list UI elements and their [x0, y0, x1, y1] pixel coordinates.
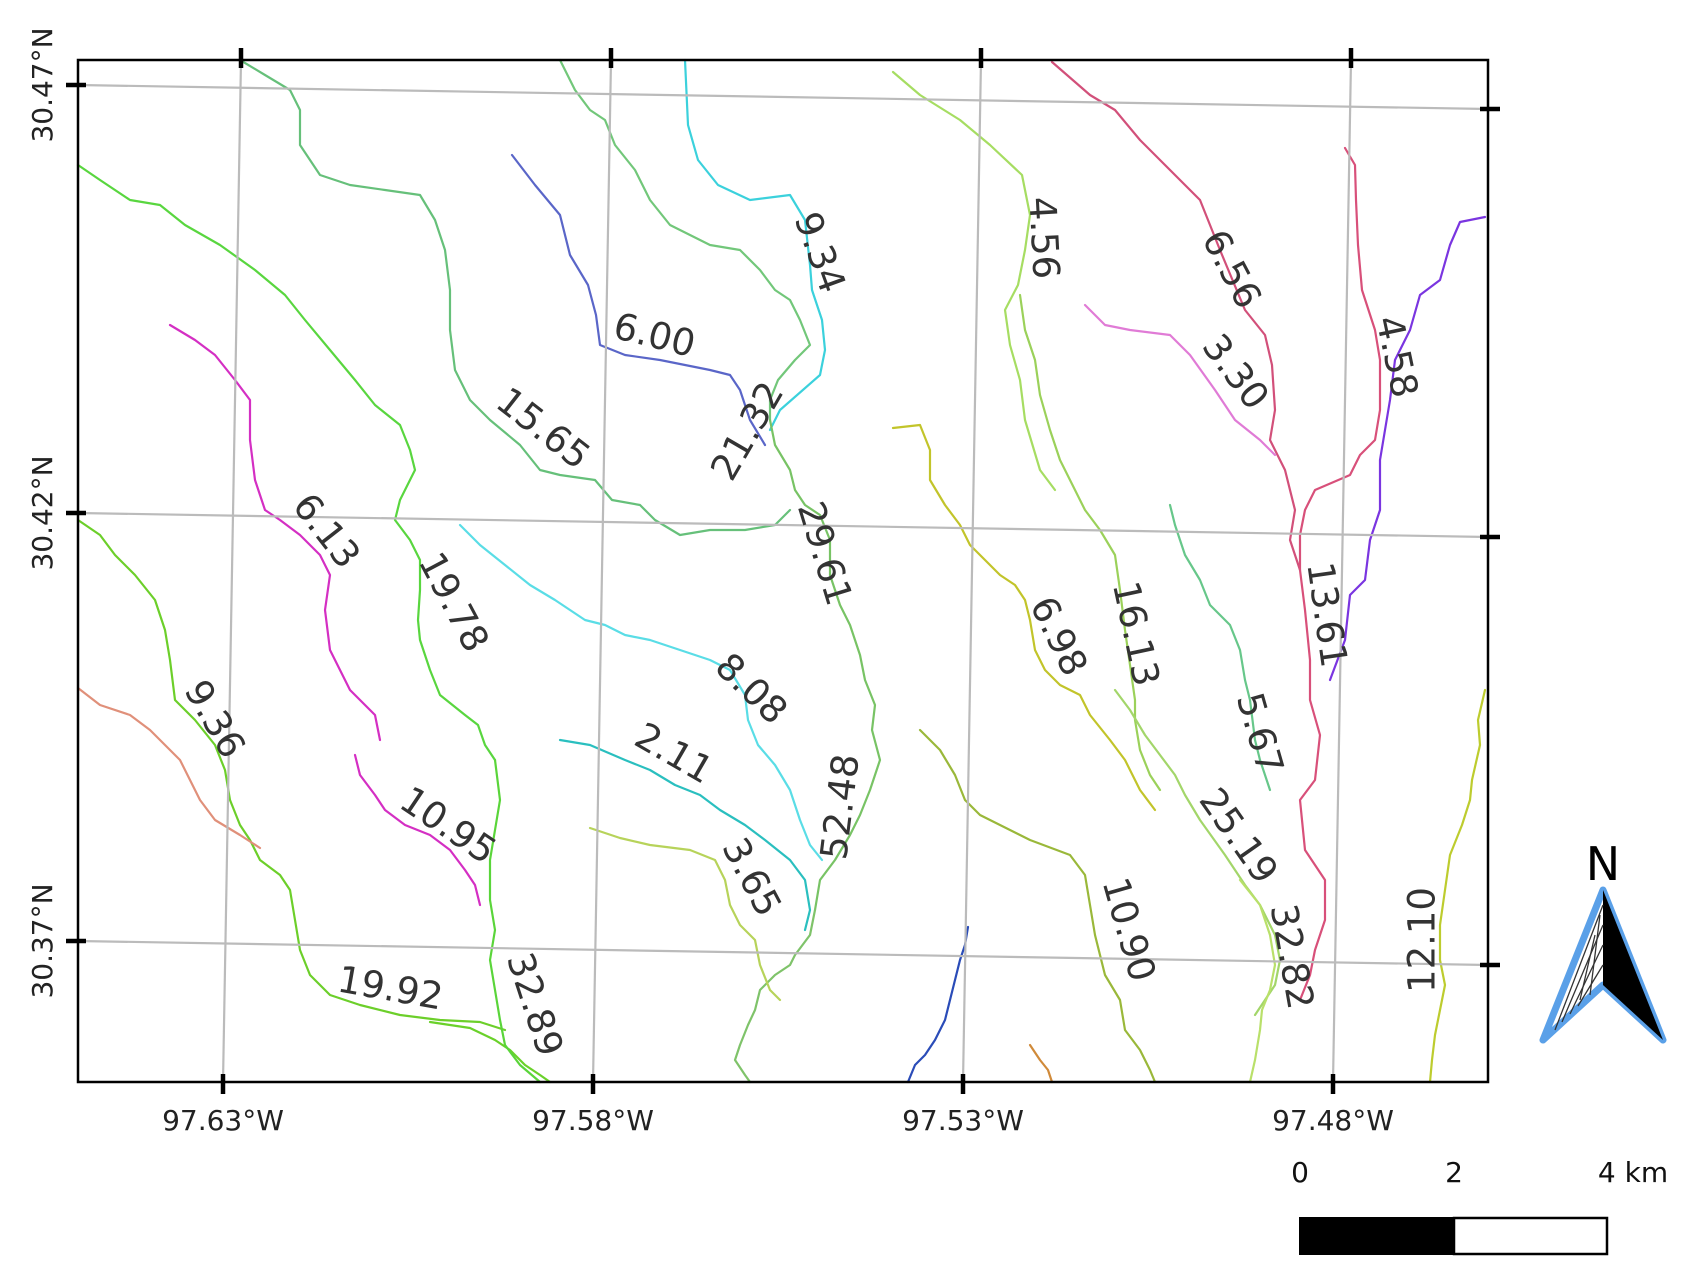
- stream-label-s2: 4.56: [1020, 196, 1067, 281]
- graticule: [77, 59, 1489, 1083]
- stream-s22: [588, 826, 782, 1002]
- stream-s27: [488, 758, 542, 1084]
- stream-s6: [1328, 215, 1487, 682]
- tick-marks: [66, 48, 1500, 1094]
- y-tick-label-3: 30.37°N: [26, 883, 59, 998]
- stream-s2: [891, 70, 1057, 492]
- stream-s20: [353, 753, 482, 907]
- stream-s21: [1113, 688, 1282, 1017]
- gridline-lat-2: [77, 511, 1489, 539]
- stream-s8: [558, 58, 812, 422]
- scale-tick-0: 0: [1291, 1156, 1309, 1189]
- stream-label-s25: 12.10: [1401, 887, 1444, 993]
- stream-s25: [1428, 688, 1487, 1084]
- gridline-lon-1: [221, 59, 243, 1083]
- north-label: N: [1586, 837, 1620, 891]
- y-tick-label-1: 30.47°N: [26, 27, 59, 142]
- x-axis-labels: 97.63°W 97.58°W 97.53°W 97.48°W: [162, 1104, 1394, 1137]
- gridline-lat-3: [77, 939, 1489, 967]
- stream-s17: [76, 518, 507, 1032]
- stream-s28: [76, 686, 262, 850]
- stream-s16: [1168, 503, 1272, 792]
- scale-bar-white-segment: [1452, 1216, 1609, 1256]
- map-panel: [78, 60, 1488, 1082]
- scale-bar: 0 2 4 km: [1291, 1156, 1668, 1256]
- y-axis-labels: 30.47°N 30.42°N 30.37°N: [26, 27, 59, 998]
- y-tick-label-2: 30.42°N: [26, 455, 59, 570]
- stream-s5: [1083, 303, 1277, 457]
- scale-bar-black-segment: [1299, 1217, 1455, 1255]
- stream-s1: [683, 58, 827, 432]
- north-arrow: N: [1539, 837, 1667, 1044]
- x-tick-label-3: 97.53°W: [902, 1104, 1024, 1137]
- gridline-lon-2: [591, 59, 613, 1083]
- stream-s11: [76, 163, 497, 762]
- x-tick-label-2: 97.58°W: [532, 1104, 654, 1137]
- stream-s29: [906, 925, 970, 1084]
- stream-s7: [238, 58, 792, 537]
- x-tick-label-1: 97.63°W: [162, 1104, 284, 1137]
- stream-s15: [458, 523, 824, 862]
- stream-s19: [733, 908, 817, 1084]
- gridline-lon-4: [1331, 59, 1353, 1083]
- scale-tick-4: 4 km: [1598, 1156, 1668, 1189]
- stream-s30: [1028, 1043, 1054, 1084]
- gridline-lon-3: [961, 59, 983, 1083]
- gridline-lat-1: [77, 83, 1489, 111]
- north-arrow-hatch: [1554, 904, 1604, 1031]
- stream-s10: [168, 323, 382, 742]
- stream-s23: [918, 728, 1157, 1084]
- stream-s14: [1298, 146, 1382, 1002]
- stream-s3: [1050, 60, 1302, 572]
- map-frame: [76, 58, 1490, 1084]
- stream-network: [76, 58, 1487, 1084]
- stream-s4: [510, 153, 767, 447]
- north-arrow-right-half: [1603, 890, 1663, 1040]
- stream-s13: [1018, 293, 1162, 792]
- stream-s24: [1238, 878, 1277, 1084]
- x-tick-label-4: 97.48°W: [1272, 1104, 1394, 1137]
- scale-tick-2: 2: [1445, 1156, 1463, 1189]
- stream-s9: [768, 418, 882, 912]
- stream-s12: [891, 423, 1157, 812]
- stream-s18: [558, 738, 812, 932]
